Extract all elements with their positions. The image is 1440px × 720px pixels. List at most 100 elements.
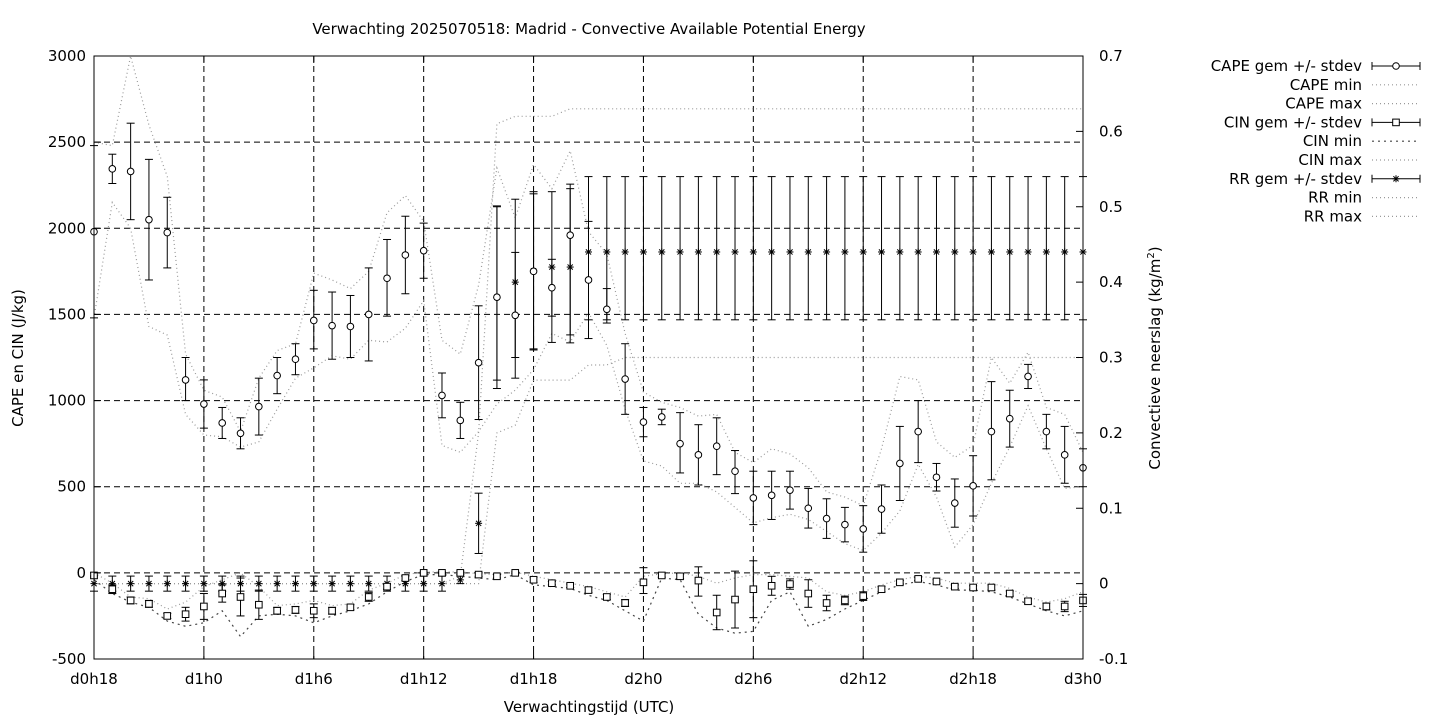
star-stroke (109, 580, 116, 587)
cape-point (474, 358, 483, 367)
star-stroke (787, 249, 793, 255)
rr-point (420, 580, 428, 588)
rr-point (841, 248, 849, 256)
star-stroke (823, 249, 830, 255)
plot-series (90, 55, 1087, 638)
rr-point (676, 248, 684, 256)
rr-point (1024, 248, 1032, 256)
cin-point (786, 580, 794, 588)
cape-point (603, 305, 611, 314)
cape-point (932, 473, 941, 482)
rr-min-line (94, 356, 1083, 585)
star-stroke (1393, 175, 1399, 182)
star-stroke (164, 580, 171, 587)
cin-point (987, 583, 996, 592)
x-tick-label: d2h18 (949, 670, 997, 688)
star-stroke (255, 580, 262, 587)
star-stroke (677, 249, 684, 255)
cape-point (126, 167, 135, 176)
cin-point (822, 599, 831, 607)
cape-point (694, 451, 703, 459)
rr-point (786, 248, 794, 256)
cin-point (328, 606, 336, 615)
cin-point (603, 593, 611, 601)
star-stroke (732, 249, 738, 255)
cape-point (859, 525, 868, 533)
cape-point (950, 499, 959, 507)
y2-tick-label: 0.4 (1099, 273, 1123, 291)
cin-point (932, 577, 941, 586)
y-tick-label: 2500 (48, 133, 86, 151)
star-stroke (640, 249, 647, 255)
star-stroke (182, 580, 189, 587)
cin-point (126, 596, 135, 605)
rr-point (1042, 248, 1050, 256)
rr-point (566, 263, 574, 271)
cin-point (767, 581, 776, 590)
cape-point (200, 400, 208, 408)
axes: d0h18 d1h0 d1h6 d1h12 d1h18 d2h0 d2h6 d2h12 d2h1… (48, 47, 1128, 688)
y2-tick-label: -0.1 (1099, 650, 1128, 668)
cin-point (108, 585, 117, 594)
star-stroke (310, 580, 317, 587)
star-stroke (970, 249, 977, 255)
star-stroke (915, 249, 922, 255)
rr-point (548, 263, 556, 271)
cin-point (291, 606, 300, 614)
legend-swatch-marker (1392, 175, 1400, 183)
cin-point (841, 596, 849, 605)
cin-point (566, 581, 574, 590)
cape-point (511, 311, 520, 320)
cape-point (108, 165, 117, 173)
star-stroke (988, 249, 995, 255)
star-stroke (805, 249, 812, 255)
star-stroke (548, 264, 555, 271)
star-stroke (402, 580, 409, 587)
cin-point (218, 589, 227, 598)
x-axis-label: Verwachtingstijd (UTC) (504, 698, 675, 716)
cin-point (621, 599, 629, 607)
cin-point (163, 612, 172, 620)
y-axis-label: CAPE en CIN (J/kg) (9, 289, 27, 427)
cape-point (1042, 427, 1051, 436)
cape-point (786, 486, 794, 494)
rr-point (218, 580, 226, 588)
y-tick-label: 500 (57, 478, 86, 496)
rr-point (639, 248, 647, 256)
cape-point (291, 355, 300, 364)
cin-point (255, 600, 263, 609)
cape-point (364, 310, 373, 319)
cape-point (566, 231, 574, 239)
rr-point (273, 580, 281, 588)
x-tick-label: d2h0 (624, 670, 662, 688)
y2-tick-label: 0.5 (1099, 198, 1123, 216)
y2-tick-label: 0.6 (1099, 122, 1123, 140)
cape-point (456, 416, 465, 425)
rr-point (896, 248, 904, 256)
rr-point (456, 576, 464, 584)
star-stroke (1061, 249, 1068, 255)
rr-point (768, 248, 776, 256)
cin-point (804, 589, 813, 598)
star-stroke (585, 249, 592, 255)
cin-point (914, 575, 922, 583)
cin-point (529, 575, 538, 584)
y-tick-label: 1500 (48, 305, 86, 323)
cape-point (731, 467, 739, 476)
rr-point (346, 580, 354, 588)
legend-label: CIN max (1298, 151, 1362, 169)
legend-swatch-marker (1392, 62, 1400, 70)
cape-point (969, 482, 977, 490)
cin-point (584, 586, 593, 594)
cape-point (767, 491, 776, 500)
cape-point (255, 402, 263, 411)
rr-point (328, 580, 336, 588)
rr-point (969, 248, 977, 256)
cape-point (163, 228, 172, 237)
star-stroke (1006, 249, 1013, 255)
star-stroke (622, 249, 629, 255)
cin-point (1060, 602, 1069, 611)
cin-point (749, 585, 758, 594)
rr-point (438, 580, 446, 588)
